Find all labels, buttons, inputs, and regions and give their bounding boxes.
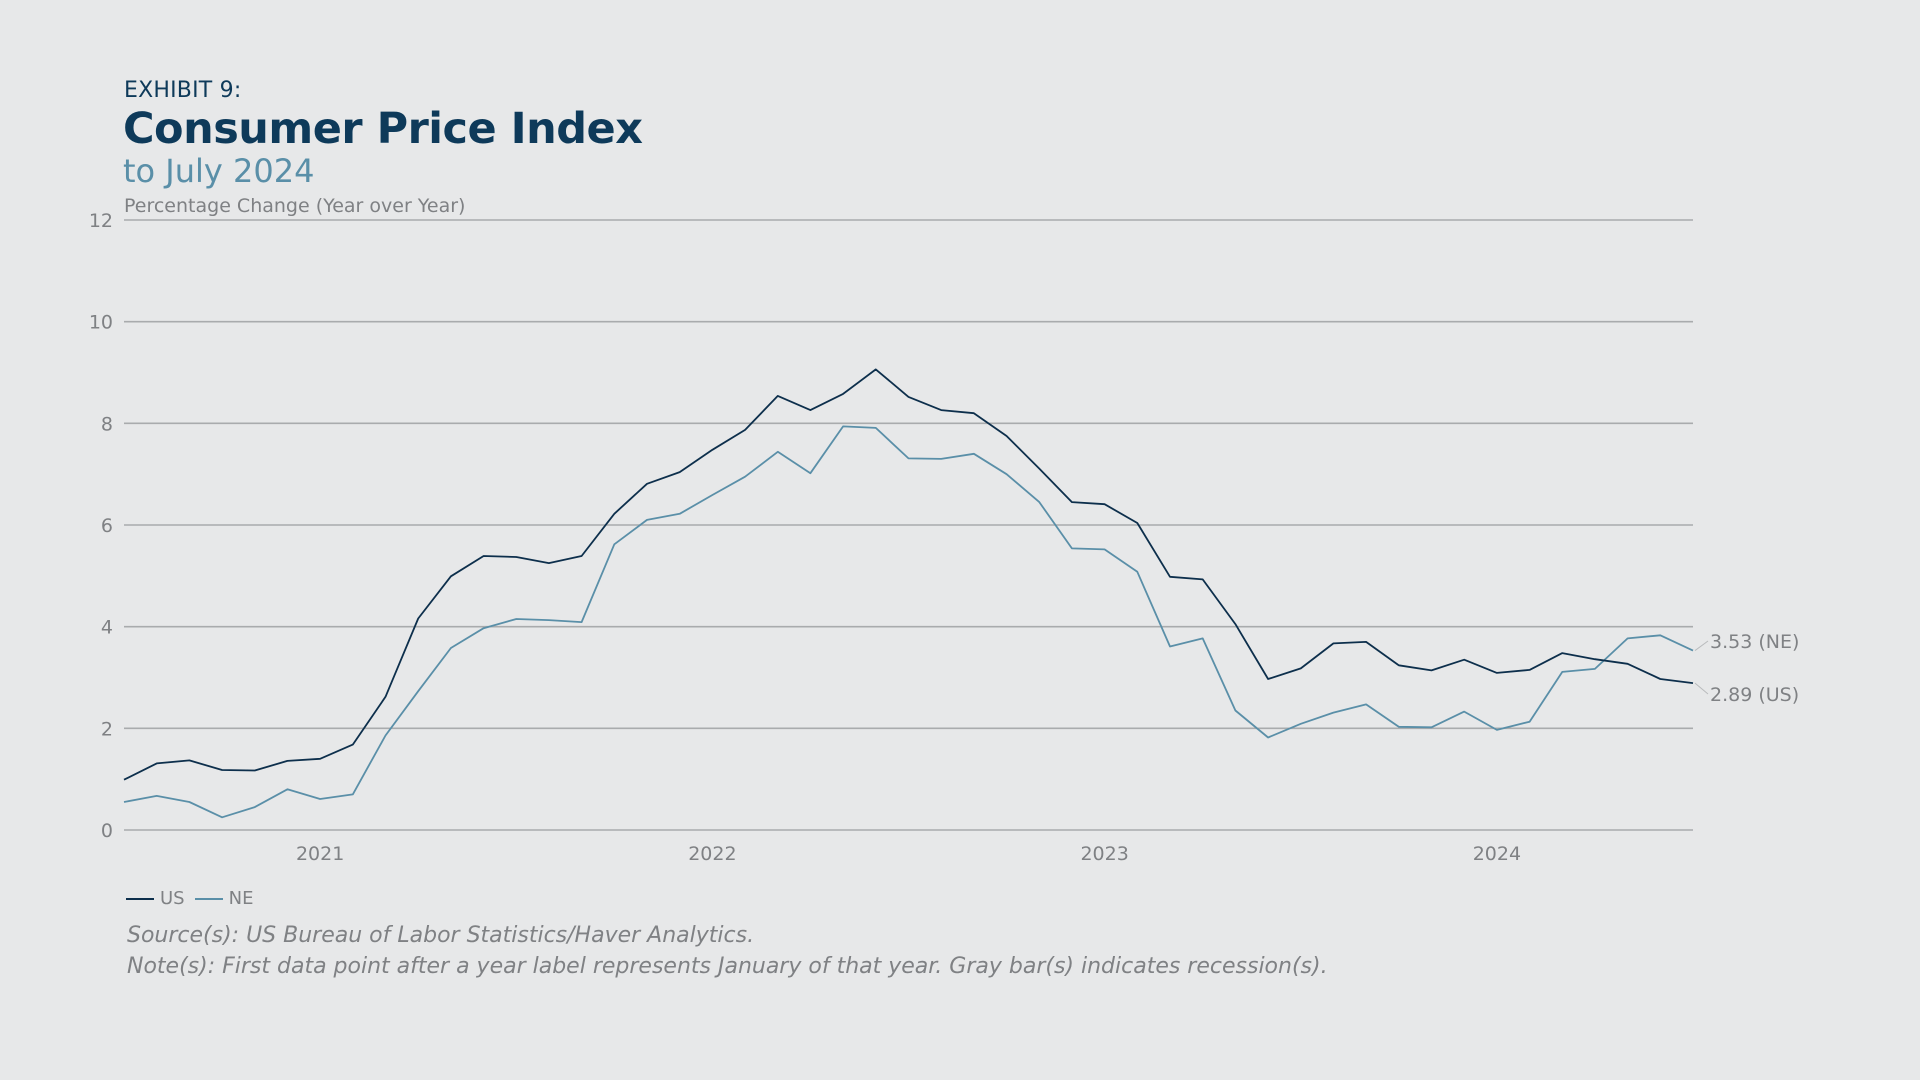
end-label-leader-ne	[1694, 640, 1709, 651]
y-tick-labels: 0 2 4 6 8 10 12	[89, 210, 113, 842]
end-label-us: 2.89 (US)	[1710, 684, 1799, 706]
gridlines	[124, 219, 1693, 831]
y-tick-label: 0	[101, 820, 113, 842]
legend-item-ne: NE	[194, 888, 254, 909]
legend-label-us: US	[160, 888, 185, 909]
end-label-ne: 3.53 (NE)	[1710, 631, 1799, 653]
x-tick-label: 2022	[688, 843, 736, 865]
chart-subtitle: to July 2024	[123, 152, 315, 190]
y-tick-label: 2	[101, 718, 113, 740]
legend-item-us: US	[126, 888, 185, 909]
legend-swatch-us	[126, 897, 154, 900]
y-tick-label: 6	[101, 515, 113, 537]
legend-swatch-ne	[194, 897, 223, 900]
chart-title: Consumer Price Index	[123, 104, 643, 154]
x-tick-label: 2024	[1473, 843, 1521, 865]
x-tick-label: 2021	[296, 843, 344, 865]
end-labels: 3.53 (NE) 2.89 (US)	[1694, 631, 1799, 706]
exhibit-label: EXHIBIT 9:	[124, 78, 242, 103]
y-tick-label: 8	[101, 413, 113, 435]
legend: US NE	[126, 888, 253, 909]
series-line-us	[123, 368, 1694, 781]
series-line-ne	[123, 425, 1694, 819]
source-text: Source(s): US Bureau of Labor Statistics…	[127, 923, 755, 948]
x-tick-label: 2023	[1080, 843, 1128, 865]
source-note: Source(s): US Bureau of Labor Statistics…	[127, 920, 1328, 982]
y-tick-label: 10	[89, 312, 113, 334]
legend-label-ne: NE	[228, 888, 254, 909]
y-tick-label: 4	[101, 617, 113, 639]
end-label-leader-us	[1694, 682, 1709, 695]
y-axis-label: Percentage Change (Year over Year)	[124, 195, 465, 217]
y-tick-label: 12	[89, 210, 113, 232]
note-text: Note(s): First data point after a year l…	[127, 954, 1328, 979]
x-tick-labels: 2021 2022 2023 2024	[296, 843, 1521, 865]
series-lines	[123, 368, 1694, 819]
